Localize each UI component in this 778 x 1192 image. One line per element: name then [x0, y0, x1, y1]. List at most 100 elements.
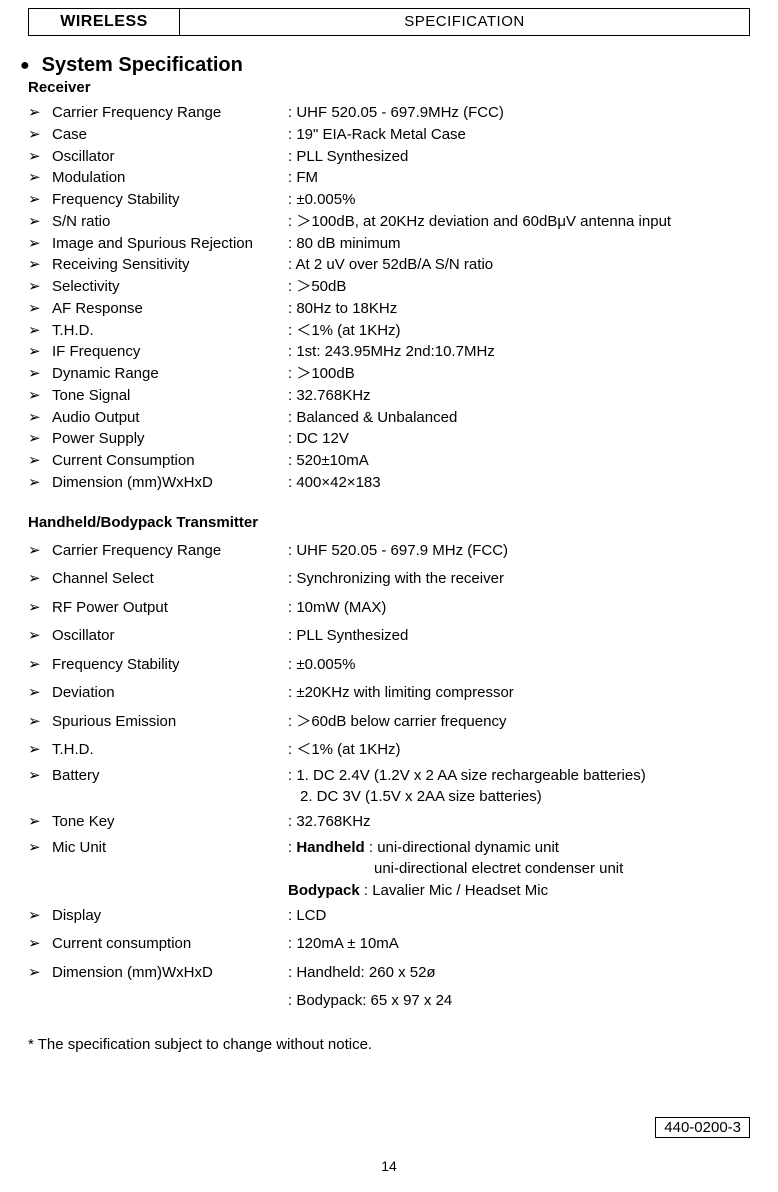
spec-row: ➢Audio Output: Balanced & Unbalanced — [28, 407, 750, 429]
spec-label: IF Frequency — [52, 341, 288, 363]
spec-row: ➢Spurious Emission: ＞60dB below carrier … — [28, 708, 750, 737]
transmitter-heading: Handheld/Bodypack Transmitter — [28, 514, 750, 531]
spec-label: Current Consumption — [52, 450, 288, 472]
arrow-icon: ➢ — [28, 167, 52, 189]
spec-row: ➢Oscillator: PLL Synthesized — [28, 622, 750, 651]
arrow-icon: ➢ — [28, 930, 52, 959]
spec-row: : Bodypack: 65 x 97 x 24 — [28, 987, 750, 1016]
spec-value: : ＞50dB — [288, 276, 750, 298]
spec-label: Frequency Stability — [52, 189, 288, 211]
spec-label: Dimension (mm)WxHxD — [52, 959, 288, 988]
spec-label: Audio Output — [52, 407, 288, 429]
arrow-icon: ➢ — [28, 385, 52, 407]
spec-label: Mic Unit — [52, 837, 288, 902]
page: WIRELESS SPECIFICATION ● System Specific… — [0, 0, 778, 1192]
spec-value: : ＞60dB below carrier frequency — [288, 708, 750, 737]
spec-value: : DC 12V — [288, 428, 750, 450]
arrow-icon: ➢ — [28, 102, 52, 124]
spec-value: : PLL Synthesized — [288, 146, 750, 168]
spec-value: : Balanced & Unbalanced — [288, 407, 750, 429]
spec-value: : Bodypack: 65 x 97 x 24 — [288, 987, 750, 1016]
spec-label: Deviation — [52, 679, 288, 708]
bullet-icon: ● — [20, 57, 30, 75]
spec-row: ➢Oscillator: PLL Synthesized — [28, 146, 750, 168]
spec-label: Current consumption — [52, 930, 288, 959]
spec-label: Dimension (mm)WxHxD — [52, 472, 288, 494]
arrow-icon: ➢ — [28, 736, 52, 765]
spec-value: : 10mW (MAX) — [288, 594, 750, 623]
spec-value: : At 2 uV over 52dB/A S/N ratio — [288, 254, 750, 276]
spec-value: : 80 dB minimum — [288, 233, 750, 255]
arrow-icon: ➢ — [28, 363, 52, 385]
arrow-icon: ➢ — [28, 622, 52, 651]
spec-value: : ＜1% (at 1KHz) — [288, 320, 750, 342]
spec-value: : 1st: 243.95MHz 2nd:10.7MHz — [288, 341, 750, 363]
spec-row: ➢T.H.D.: ＜1% (at 1KHz) — [28, 320, 750, 342]
receiver-heading: Receiver — [28, 79, 750, 96]
spec-label: Frequency Stability — [52, 651, 288, 680]
arrow-icon: ➢ — [28, 407, 52, 429]
spec-label: Carrier Frequency Range — [52, 102, 288, 124]
spec-row: ➢Selectivity: ＞50dB — [28, 276, 750, 298]
spec-row: ➢AF Response: 80Hz to 18KHz — [28, 298, 750, 320]
doc-code: 440-0200-3 — [655, 1117, 750, 1138]
arrow-icon: ➢ — [28, 254, 52, 276]
arrow-icon: ➢ — [28, 211, 52, 233]
spec-label: AF Response — [52, 298, 288, 320]
spec-row: ➢Carrier Frequency Range: UHF 520.05 - 6… — [28, 537, 750, 566]
spec-label: Battery — [52, 765, 288, 809]
spec-row: ➢RF Power Output: 10mW (MAX) — [28, 594, 750, 623]
arrow-icon: ➢ — [28, 565, 52, 594]
spec-label: RF Power Output — [52, 594, 288, 623]
spec-value: : UHF 520.05 - 697.9MHz (FCC) — [288, 102, 750, 124]
spec-row: ➢T.H.D.: ＜1% (at 1KHz) — [28, 736, 750, 765]
spec-label: Case — [52, 124, 288, 146]
arrow-icon: ➢ — [28, 450, 52, 472]
spec-row: ➢Current Consumption: 520±10mA — [28, 450, 750, 472]
spec-row: ➢Dynamic Range: ＞100dB — [28, 363, 750, 385]
spec-label: Carrier Frequency Range — [52, 537, 288, 566]
spec-value: : UHF 520.05 - 697.9 MHz (FCC) — [288, 537, 750, 566]
spec-label: Selectivity — [52, 276, 288, 298]
spec-value: : 400×42×183 — [288, 472, 750, 494]
spec-row: ➢Mic Unit: Handheld : uni-directional dy… — [28, 837, 750, 902]
spec-value: : Synchronizing with the receiver — [288, 565, 750, 594]
spec-value: : FM — [288, 167, 750, 189]
spec-value: : ±0.005% — [288, 651, 750, 680]
spec-value: : Handheld: 260 x 52ø — [288, 959, 750, 988]
spec-value: : 120mA ± 10mA — [288, 930, 750, 959]
spec-row: ➢Tone Key: 32.768KHz — [28, 808, 750, 837]
spec-row: ➢Frequency Stability: ±0.005% — [28, 651, 750, 680]
spec-row: ➢Current consumption: 120mA ± 10mA — [28, 930, 750, 959]
spec-row: ➢Tone Signal: 32.768KHz — [28, 385, 750, 407]
spec-row: ➢Carrier Frequency Range: UHF 520.05 - 6… — [28, 102, 750, 124]
spec-row: ➢Case: 19" EIA-Rack Metal Case — [28, 124, 750, 146]
spec-label: Channel Select — [52, 565, 288, 594]
footnote: * The specification subject to change wi… — [28, 1036, 750, 1053]
spec-label — [52, 987, 288, 1016]
arrow-icon: ➢ — [28, 808, 52, 837]
spec-label: Spurious Emission — [52, 708, 288, 737]
spec-row: ➢Channel Select: Synchronizing with the … — [28, 565, 750, 594]
arrow-icon: ➢ — [28, 298, 52, 320]
spec-row: ➢Modulation: FM — [28, 167, 750, 189]
spec-label: Tone Signal — [52, 385, 288, 407]
spec-row: ➢Display: LCD — [28, 902, 750, 931]
spec-label: Image and Spurious Rejection — [52, 233, 288, 255]
spec-value: : PLL Synthesized — [288, 622, 750, 651]
spec-row: ➢Image and Spurious Rejection: 80 dB min… — [28, 233, 750, 255]
spec-value: : ＞100dB, at 20KHz deviation and 60dBμV … — [288, 211, 750, 233]
spec-label: Power Supply — [52, 428, 288, 450]
spec-value: : Handheld : uni-directional dynamic uni… — [288, 837, 750, 902]
spec-value: : 32.768KHz — [288, 808, 750, 837]
spec-label: Modulation — [52, 167, 288, 189]
spec-row: ➢S/N ratio: ＞100dB, at 20KHz deviation a… — [28, 211, 750, 233]
arrow-icon: ➢ — [28, 537, 52, 566]
spec-value: : LCD — [288, 902, 750, 931]
spec-label: Dynamic Range — [52, 363, 288, 385]
spec-row: ➢Frequency Stability: ±0.005% — [28, 189, 750, 211]
spec-value: : ＜1% (at 1KHz) — [288, 736, 750, 765]
arrow-icon: ➢ — [28, 146, 52, 168]
spec-label: Oscillator — [52, 146, 288, 168]
page-number: 14 — [0, 1158, 778, 1174]
